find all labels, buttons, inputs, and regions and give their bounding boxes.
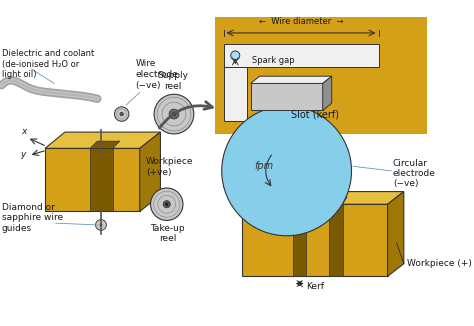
Circle shape xyxy=(222,106,352,236)
Text: Slot (kerf): Slot (kerf) xyxy=(292,109,339,119)
Polygon shape xyxy=(388,192,404,276)
Circle shape xyxy=(96,219,106,230)
Polygon shape xyxy=(215,191,217,311)
Circle shape xyxy=(115,107,129,121)
Text: y: y xyxy=(20,150,25,159)
Polygon shape xyxy=(293,197,311,204)
Polygon shape xyxy=(329,204,343,276)
Text: x: x xyxy=(21,127,26,136)
Polygon shape xyxy=(293,204,307,276)
Polygon shape xyxy=(140,132,160,212)
Text: Diamond or
sapphire wire
guides: Diamond or sapphire wire guides xyxy=(2,203,63,233)
Polygon shape xyxy=(215,17,427,134)
Text: Workpiece (+): Workpiece (+) xyxy=(408,259,472,268)
Circle shape xyxy=(151,188,183,220)
Circle shape xyxy=(231,51,240,60)
Text: Take-up
reel: Take-up reel xyxy=(150,224,185,244)
Circle shape xyxy=(165,202,168,206)
Circle shape xyxy=(100,223,102,227)
Circle shape xyxy=(169,109,179,119)
Polygon shape xyxy=(90,141,120,148)
Polygon shape xyxy=(90,148,113,212)
Polygon shape xyxy=(224,67,247,121)
Circle shape xyxy=(120,112,124,116)
Polygon shape xyxy=(45,132,160,148)
Text: ←  Wire diameter  →: ← Wire diameter → xyxy=(259,17,343,26)
Text: Circular
electrode
(−ve): Circular electrode (−ve) xyxy=(393,159,436,188)
Text: Wire
electrode
(−ve): Wire electrode (−ve) xyxy=(135,59,178,90)
Text: Supply
reel: Supply reel xyxy=(157,71,189,91)
Polygon shape xyxy=(242,192,404,204)
Text: fpm: fpm xyxy=(255,161,273,171)
Polygon shape xyxy=(323,76,332,111)
Text: Dielectric and coolant
(de-ionised H₂O or
light oil): Dielectric and coolant (de-ionised H₂O o… xyxy=(2,49,94,79)
Text: Kerf: Kerf xyxy=(307,282,325,291)
Polygon shape xyxy=(45,148,140,212)
Circle shape xyxy=(154,94,194,134)
Polygon shape xyxy=(329,197,347,204)
Circle shape xyxy=(172,112,176,116)
Polygon shape xyxy=(242,204,388,276)
Polygon shape xyxy=(251,76,332,83)
Polygon shape xyxy=(224,44,379,67)
Text: Workpiece
(+ve): Workpiece (+ve) xyxy=(146,157,193,177)
Circle shape xyxy=(163,200,170,208)
Text: Spark gap: Spark gap xyxy=(252,56,295,66)
Polygon shape xyxy=(251,83,323,111)
